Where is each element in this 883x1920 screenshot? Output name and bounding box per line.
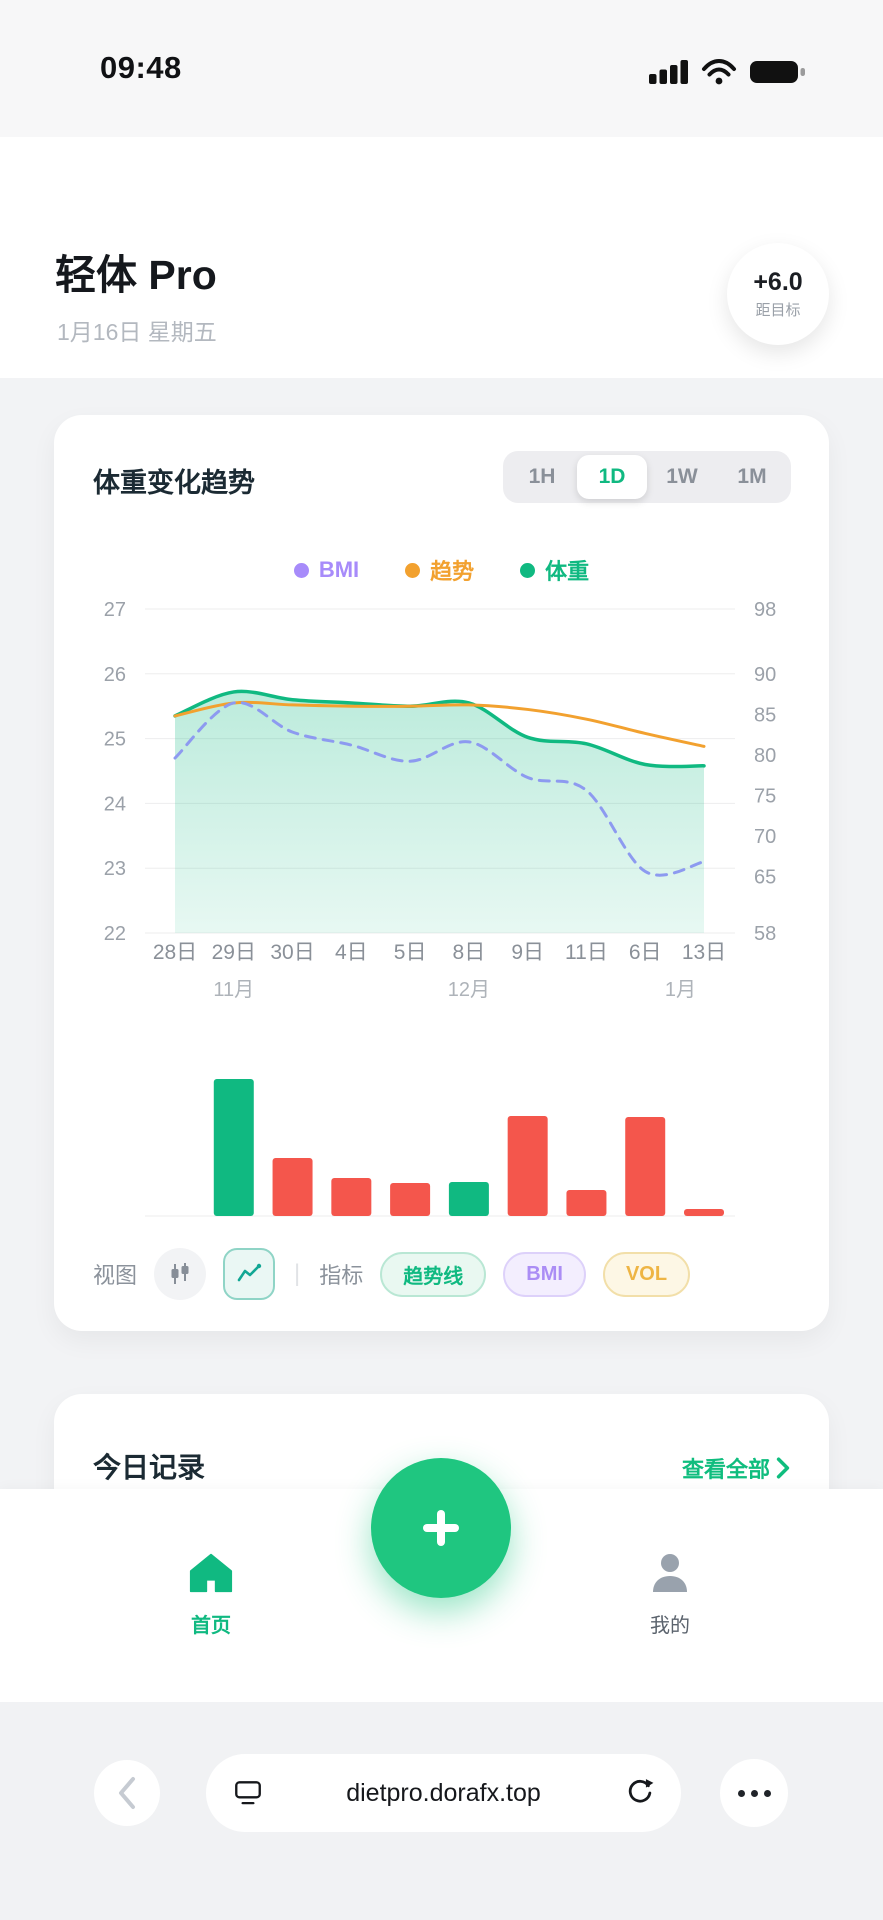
svg-text:23: 23 (104, 858, 126, 880)
url-text: dietpro.dorafx.top (346, 1778, 541, 1807)
view-all-link[interactable]: 查看全部 (682, 1452, 791, 1484)
svg-text:6日: 6日 (629, 941, 662, 964)
range-tab-1d[interactable]: 1D (577, 455, 647, 499)
chart-controls: 视图 | 指标 趋势线 BMI VOL (93, 1248, 691, 1300)
svg-text:30日: 30日 (270, 941, 314, 964)
controls-divider: | (294, 1260, 301, 1287)
svg-text:22: 22 (104, 923, 126, 945)
app-header: 轻体 Pro 1月16日 星期五 +6.0 距目标 (0, 137, 883, 378)
line-view-button[interactable] (223, 1248, 276, 1300)
svg-text:9日: 9日 (511, 941, 544, 964)
svg-text:1月: 1月 (665, 979, 696, 1001)
indicator-pill-bmi[interactable]: BMI (503, 1251, 586, 1297)
svg-text:75: 75 (754, 785, 776, 807)
plus-icon (423, 1510, 459, 1546)
page-title: 轻体 Pro (55, 252, 217, 298)
svg-text:8日: 8日 (453, 941, 486, 964)
page-icon (235, 1781, 261, 1805)
svg-text:65: 65 (754, 866, 776, 888)
address-bar[interactable]: dietpro.dorafx.top (206, 1754, 681, 1832)
legend-label-trend: 趋势 (430, 559, 475, 584)
svg-text:4日: 4日 (335, 941, 368, 964)
trend-card-title: 体重变化趋势 (93, 468, 255, 498)
chevron-left-icon (119, 1777, 135, 1809)
candlestick-icon (171, 1263, 189, 1284)
goal-badge-value: +6.0 (753, 268, 803, 296)
trend-card: 体重变化趋势 1H 1D 1W 1M BMI 趋势 体重 27 26 25 24 23 2… (54, 415, 829, 1331)
legend-item-weight[interactable]: 体重 (520, 554, 589, 586)
more-dot (737, 1789, 745, 1797)
candlestick-view-button[interactable] (154, 1248, 207, 1300)
view-all-label: 查看全部 (681, 1457, 770, 1482)
svg-text:85: 85 (754, 704, 776, 726)
legend-label-weight: 体重 (545, 559, 590, 584)
home-icon (189, 1553, 233, 1593)
tab-bar: 首页 我的 (0, 1458, 883, 1702)
legend-item-bmi[interactable]: BMI (293, 554, 360, 586)
svg-text:80: 80 (754, 745, 776, 767)
svg-text:5日: 5日 (394, 941, 427, 964)
goal-badge-label: 距目标 (755, 302, 801, 319)
add-record-button[interactable] (371, 1458, 511, 1598)
tab-mine[interactable]: 我的 (600, 1551, 740, 1638)
range-tab-1m[interactable]: 1M (737, 465, 767, 488)
goal-badge[interactable]: +6.0 距目标 (727, 243, 829, 345)
svg-text:27: 27 (104, 599, 126, 621)
legend-dot-weight (520, 562, 536, 578)
svg-text:12月: 12月 (448, 979, 490, 1001)
svg-text:13日: 13日 (682, 941, 726, 964)
tab-home[interactable]: 首页 (141, 1551, 281, 1638)
status-bar: 09:48 (0, 0, 883, 137)
header-date: 1月16日 星期五 (57, 319, 217, 345)
legend-dot-trend (405, 562, 421, 578)
tab-home-label: 首页 (191, 1615, 231, 1637)
chart-legend: BMI 趋势 体重 (54, 554, 829, 586)
wifi-icon (702, 58, 736, 85)
svg-text:70: 70 (754, 826, 776, 848)
indicator-pill-trendline[interactable]: 趋势线 (380, 1251, 487, 1297)
svg-text:58: 58 (754, 923, 776, 945)
status-icons (649, 58, 807, 86)
view-label: 视图 (93, 1263, 138, 1288)
chevron-right-icon (776, 1457, 790, 1479)
svg-text:25: 25 (104, 729, 126, 751)
svg-text:98: 98 (754, 599, 776, 621)
browser-bar: dietpro.dorafx.top (0, 1702, 883, 1920)
battery-icon (750, 61, 805, 83)
browser-back-button[interactable] (94, 1760, 160, 1826)
indicator-label: 指标 (319, 1263, 364, 1288)
tab-mine-label: 我的 (650, 1615, 690, 1637)
svg-text:11日: 11日 (565, 941, 608, 964)
weight-chart[interactable]: 27 26 25 24 23 22 98 90 85 80 75 70 65 58 28日 29日 30日 4日 5… (54, 415, 829, 1331)
range-selector: 1H 1D 1W 1M (503, 451, 791, 503)
status-time: 09:48 (100, 50, 182, 85)
svg-text:29日: 29日 (212, 941, 256, 964)
svg-text:28日: 28日 (153, 941, 197, 964)
reload-icon[interactable] (623, 1777, 655, 1809)
line-chart-icon (237, 1263, 262, 1282)
cellular-signal-icon (649, 60, 688, 84)
legend-dot-bmi (293, 562, 309, 578)
range-tab-1h[interactable]: 1H (528, 465, 556, 488)
legend-item-trend[interactable]: 趋势 (405, 554, 474, 586)
more-dot (750, 1789, 758, 1797)
user-icon (653, 1554, 687, 1592)
svg-text:26: 26 (104, 664, 126, 686)
browser-more-button[interactable] (720, 1759, 788, 1827)
more-dot (763, 1789, 771, 1797)
svg-text:11月: 11月 (213, 979, 254, 1001)
indicator-pill-vol[interactable]: VOL (602, 1251, 691, 1297)
today-card-title: 今日记录 (93, 1452, 206, 1483)
svg-text:24: 24 (104, 793, 126, 815)
range-tab-1w[interactable]: 1W (666, 465, 698, 488)
legend-label-bmi: BMI (318, 557, 360, 582)
svg-text:90: 90 (754, 664, 776, 686)
